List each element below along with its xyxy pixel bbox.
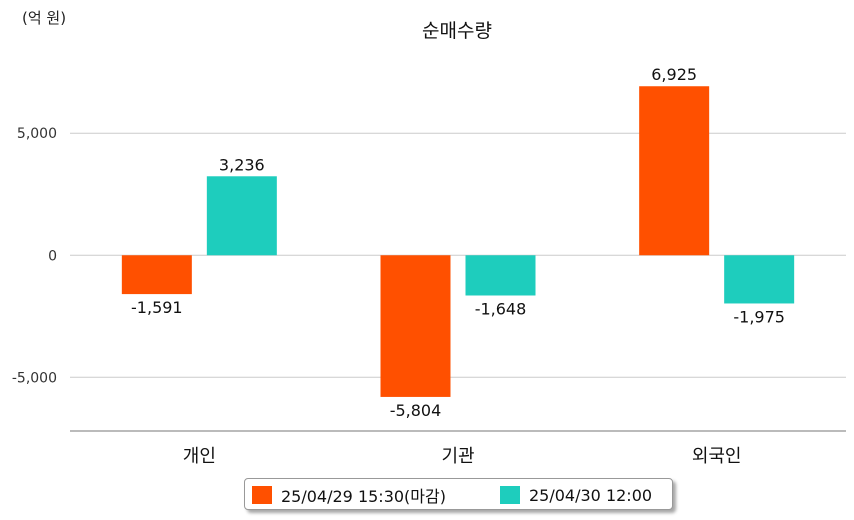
data-label: -1,648 xyxy=(475,299,527,318)
bar-series-1[interactable] xyxy=(121,255,192,295)
data-label: -5,804 xyxy=(390,401,442,420)
y-axis-ticks: 5,000 0 -5,000 xyxy=(12,126,57,386)
data-label: 3,236 xyxy=(219,155,265,174)
data-label: -1,591 xyxy=(131,298,183,317)
bars xyxy=(121,86,795,397)
y-tick-label: -5,000 xyxy=(12,370,57,386)
x-category-label: 기관 xyxy=(441,446,474,467)
chart-title: 순매수량 xyxy=(422,20,492,42)
legend-label-series-2: 25/04/30 12:00 xyxy=(529,485,653,505)
x-axis-categories: 개인 기관 외국인 xyxy=(183,446,742,467)
legend-swatch-series-2 xyxy=(500,486,520,504)
bar-series-2[interactable] xyxy=(465,255,536,296)
data-label: 6,925 xyxy=(651,65,697,84)
legend-item-series-2[interactable]: 25/04/30 12:00 xyxy=(500,485,652,505)
legend-label-series-1: 25/04/29 15:30(마감) xyxy=(281,487,446,506)
y-tick-label: 0 xyxy=(48,248,57,264)
unit-label: (억 원) xyxy=(22,9,66,27)
legend: 25/04/29 15:30(마감) 25/04/30 12:00 xyxy=(244,478,673,510)
legend-item-series-1[interactable]: 25/04/29 15:30(마감) xyxy=(252,485,446,506)
bar-series-1[interactable] xyxy=(380,255,451,397)
data-labels: -1,591 3,236 -5,804 -1,648 6,925 -1,975 xyxy=(131,65,785,420)
y-tick-label: 5,000 xyxy=(17,126,57,142)
x-category-label: 개인 xyxy=(183,446,216,467)
bar-series-2[interactable] xyxy=(724,255,795,304)
bar-series-1[interactable] xyxy=(639,86,710,256)
data-label: -1,975 xyxy=(733,307,785,326)
gridlines xyxy=(70,132,846,378)
x-category-label: 외국인 xyxy=(692,446,742,467)
legend-swatch-series-1 xyxy=(252,486,272,504)
bar-series-2[interactable] xyxy=(206,176,277,256)
